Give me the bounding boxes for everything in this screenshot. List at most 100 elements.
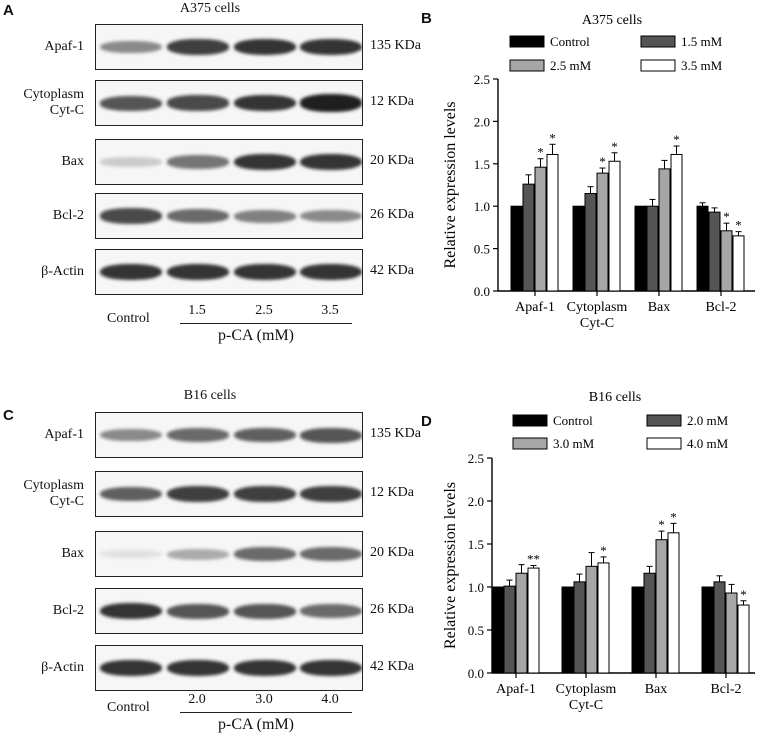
blot-row-label-line: Bcl-2 — [52, 603, 84, 618]
significance-marker: * — [600, 543, 607, 558]
blot-row-label-line: Cytoplasm — [23, 478, 84, 493]
significance-marker: * — [735, 218, 742, 233]
bar — [585, 565, 598, 674]
blot-band — [234, 427, 296, 443]
blot-row-label: Cytoplasm Cyt-C — [0, 87, 84, 119]
molecular-weight-label: 42 KDa — [370, 659, 414, 674]
chart-title: B16 cells — [589, 390, 642, 405]
bar — [701, 586, 714, 674]
x-tick-label: Cytoplasm — [556, 682, 617, 697]
legend-label: Control — [550, 34, 590, 49]
dose-lane-label: 3.0 — [255, 692, 273, 707]
blot-band — [300, 38, 362, 56]
legend-swatch — [646, 414, 682, 427]
significance-marker: * — [599, 154, 606, 169]
blot-row — [95, 249, 363, 295]
blot-row — [95, 80, 363, 126]
blot-row — [95, 139, 363, 185]
bar — [596, 172, 609, 292]
legend-swatch — [512, 437, 548, 450]
blot-band — [100, 602, 162, 620]
x-tick-label: Cyt-C — [580, 316, 614, 331]
molecular-weight-label: 42 KDa — [370, 263, 414, 278]
blot-row — [95, 588, 363, 634]
blot-band — [100, 40, 162, 54]
bar — [597, 562, 610, 674]
y-tick-label: 2.5 — [468, 451, 484, 466]
panel-letter-c: C — [3, 407, 14, 424]
blot-row-label: Bcl-2 — [0, 603, 84, 619]
blot-band — [300, 486, 362, 502]
bar — [732, 235, 745, 292]
blot-band — [100, 486, 162, 502]
x-tick-label: Apaf-1 — [515, 300, 555, 315]
bar — [608, 160, 621, 292]
control-lane-label: Control — [107, 700, 150, 715]
y-tick-label: 2.0 — [474, 114, 490, 129]
bar — [527, 567, 540, 674]
legend-swatch — [640, 35, 676, 48]
bar — [491, 586, 504, 674]
y-tick-label: 0.0 — [468, 666, 484, 681]
legend-label: Control — [553, 413, 593, 428]
bar — [510, 205, 523, 292]
y-tick-label: 1.0 — [474, 199, 490, 214]
blot-row-label-line: Bax — [61, 154, 84, 169]
significance-marker: * — [673, 132, 680, 147]
x-tick-label: Cytoplasm — [567, 300, 628, 315]
treatment-bracket — [180, 712, 352, 713]
molecular-weight-label: 20 KDa — [370, 545, 414, 560]
bar — [561, 586, 574, 674]
bar — [522, 183, 535, 292]
bar — [584, 192, 597, 292]
blot-row — [95, 645, 363, 691]
bar — [634, 205, 647, 292]
blot-row-label-line: β-Actin — [41, 660, 84, 675]
bar — [696, 205, 709, 292]
dose-lane-label: 4.0 — [321, 692, 339, 707]
blot-band — [300, 94, 362, 112]
treatment-label: p-CA (mM) — [218, 716, 294, 733]
blot-band — [167, 603, 229, 619]
significance-marker: ** — [527, 552, 540, 567]
blot-band — [100, 208, 162, 224]
blot-band — [300, 263, 362, 281]
blot-band — [300, 427, 362, 443]
blot-row-label-line: Cytoplasm — [23, 87, 84, 102]
legend-swatch — [512, 414, 548, 427]
bar — [655, 539, 668, 674]
blot-row-label: Apaf-1 — [0, 39, 84, 55]
blot-row-label: Bax — [0, 546, 84, 562]
blot-row-label-line: Bax — [61, 546, 84, 561]
control-lane-label: Control — [107, 311, 150, 326]
blot-row-label: Cytoplasm Cyt-C — [0, 478, 84, 510]
molecular-weight-label: 20 KDa — [370, 153, 414, 168]
blot-band — [167, 659, 229, 677]
legend-swatch — [646, 437, 682, 450]
bar — [573, 581, 586, 674]
blot-band — [234, 94, 296, 112]
molecular-weight-label: 26 KDa — [370, 207, 414, 222]
blot-row-label: Bax — [0, 154, 84, 170]
bar — [534, 166, 547, 292]
significance-marker: * — [537, 145, 544, 160]
molecular-weight-label: 26 KDa — [370, 602, 414, 617]
bar — [643, 572, 656, 674]
blot-band — [167, 209, 229, 223]
blot-band — [300, 153, 362, 171]
bar — [503, 585, 516, 674]
legend-swatch — [509, 35, 545, 48]
molecular-weight-label: 135 KDa — [370, 38, 421, 53]
x-tick-label: Bax — [645, 682, 668, 697]
blot-band — [234, 263, 296, 281]
y-axis-label: Relative expression levels — [442, 482, 459, 649]
blot-band — [167, 155, 229, 169]
x-tick-label: Bcl-2 — [705, 300, 736, 315]
molecular-weight-label: 135 KDa — [370, 426, 421, 441]
significance-marker: * — [670, 509, 677, 524]
bar — [546, 153, 559, 292]
blot-band — [234, 547, 296, 561]
blot-band — [167, 486, 229, 502]
bar — [658, 168, 671, 292]
legend-swatch — [640, 59, 676, 72]
